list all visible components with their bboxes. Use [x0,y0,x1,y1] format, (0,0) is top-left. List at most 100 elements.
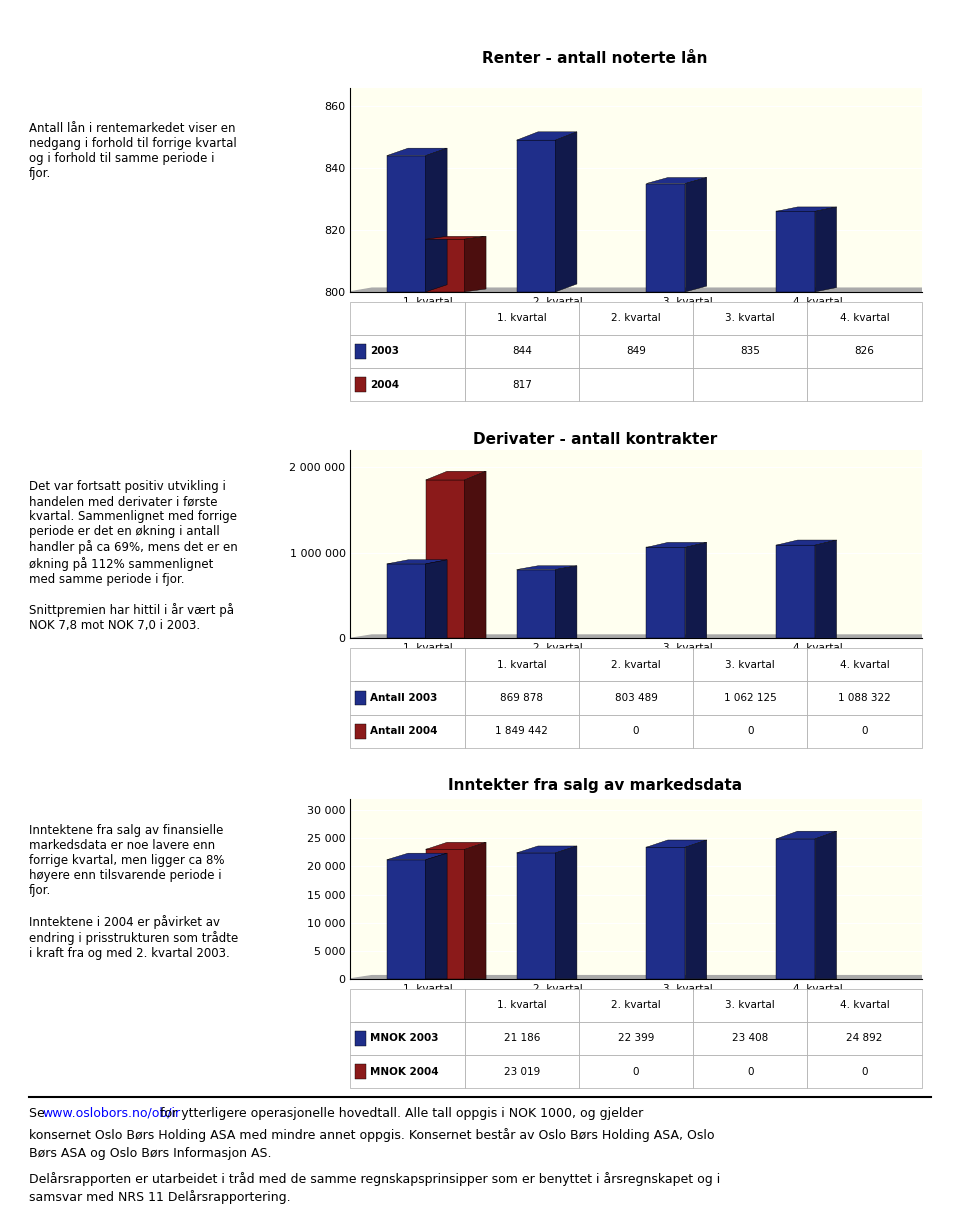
Polygon shape [425,854,447,979]
Text: Det var fortsatt positiv utvikling i
handelen med derivater i første
kvartal. Sa: Det var fortsatt positiv utvikling i han… [29,480,237,632]
Polygon shape [646,542,707,547]
Text: 1. kvartal: 1. kvartal [497,660,546,670]
Polygon shape [815,540,836,638]
Polygon shape [350,975,943,979]
Text: 2. kvartal: 2. kvartal [612,1001,660,1010]
Text: Inntektene fra salg av finansielle
markedsdata er noe lavere enn
forrige kvartal: Inntektene fra salg av finansielle marke… [29,824,238,959]
Bar [646,848,685,979]
Text: www.oslobors.no/ob/ir: www.oslobors.no/ob/ir [42,1107,180,1120]
Text: 1. kvartal: 1. kvartal [497,1001,546,1010]
Polygon shape [556,131,577,292]
Text: 849: 849 [626,347,646,356]
Polygon shape [387,559,447,564]
Polygon shape [516,846,577,852]
Text: 1 088 322: 1 088 322 [838,693,891,703]
Polygon shape [777,540,836,545]
Text: 3. kvartal: 3. kvartal [726,1001,775,1010]
Bar [387,860,425,979]
Text: 1 062 125: 1 062 125 [724,693,777,703]
Polygon shape [387,148,447,156]
Text: 2003: 2003 [370,347,398,356]
Polygon shape [425,472,486,480]
Bar [646,184,685,292]
Text: 835: 835 [740,347,760,356]
Text: 3. kvartal: 3. kvartal [726,314,775,323]
Bar [777,839,815,979]
Polygon shape [465,236,486,292]
Text: 0: 0 [861,1066,868,1076]
Text: 1 849 442: 1 849 442 [495,726,548,736]
Text: 1. kvartal: 1. kvartal [497,314,546,323]
Text: 22 399: 22 399 [618,1034,654,1043]
Polygon shape [425,148,447,292]
Bar [516,569,556,638]
Polygon shape [425,559,447,638]
Text: Se: Se [29,1107,49,1120]
Text: 0: 0 [861,726,868,736]
Bar [516,852,556,979]
Bar [425,480,465,638]
Polygon shape [777,832,836,839]
Polygon shape [556,565,577,638]
Bar [516,140,556,292]
Text: Antall 2004: Antall 2004 [370,726,438,736]
Text: Børs ASA og Oslo Børs Informasjon AS.: Børs ASA og Oslo Børs Informasjon AS. [29,1147,272,1160]
Text: 803 489: 803 489 [614,693,658,703]
Polygon shape [516,565,577,569]
Text: 869 878: 869 878 [500,693,543,703]
Text: Renter - antall noterte lån: Renter - antall noterte lån [483,51,708,66]
Text: 24 892: 24 892 [847,1034,882,1043]
Polygon shape [465,472,486,638]
Text: 3. kvartal: 3. kvartal [726,660,775,670]
Text: 4. kvartal: 4. kvartal [840,1001,889,1010]
Text: 21 186: 21 186 [504,1034,540,1043]
Polygon shape [425,843,486,850]
Text: konsernet Oslo Børs Holding ASA med mindre annet oppgis. Konsernet består av Osl: konsernet Oslo Børs Holding ASA med mind… [29,1128,714,1142]
Bar [425,850,465,979]
Text: MNOK 2004: MNOK 2004 [370,1066,439,1076]
Text: 826: 826 [854,347,875,356]
Polygon shape [425,236,486,240]
Polygon shape [815,207,836,292]
Bar [387,156,425,292]
Polygon shape [387,854,447,860]
Text: 23 408: 23 408 [732,1034,768,1043]
Text: 844: 844 [512,347,532,356]
Text: 4. kvartal: 4. kvartal [840,660,889,670]
Text: 0: 0 [633,1066,639,1076]
Polygon shape [685,178,707,292]
Polygon shape [646,178,707,184]
Text: Inntekter fra salg av markedsdata: Inntekter fra salg av markedsdata [448,778,742,793]
Polygon shape [777,207,836,212]
Text: 2004: 2004 [370,379,399,389]
Polygon shape [465,843,486,979]
Bar [387,564,425,638]
Polygon shape [350,635,943,638]
Text: samsvar med NRS 11 Delårsrapportering.: samsvar med NRS 11 Delårsrapportering. [29,1190,291,1204]
Text: Antall 2003: Antall 2003 [370,693,437,703]
Polygon shape [556,846,577,979]
Text: 2. kvartal: 2. kvartal [612,314,660,323]
Text: 2. kvartal: 2. kvartal [612,660,660,670]
Bar [777,212,815,292]
Text: Antall lån i rentemarkedet viser en
nedgang i forhold til forrige kvartal
og i f: Antall lån i rentemarkedet viser en nedg… [29,122,236,180]
Polygon shape [646,840,707,848]
Text: 0: 0 [633,726,639,736]
Text: Derivater - antall kontrakter: Derivater - antall kontrakter [473,432,717,446]
Bar [646,547,685,638]
Bar [777,545,815,638]
Polygon shape [516,131,577,140]
Polygon shape [685,840,707,979]
Text: 0: 0 [747,726,754,736]
Bar [425,240,465,292]
Text: 4. kvartal: 4. kvartal [840,314,889,323]
Text: 817: 817 [512,379,532,389]
Text: 0: 0 [747,1066,754,1076]
Polygon shape [685,542,707,638]
Text: for ytterligere operasjonelle hovedtall. Alle tall oppgis i NOK 1000, og gjelder: for ytterligere operasjonelle hovedtall.… [156,1107,644,1120]
Text: 23 019: 23 019 [504,1066,540,1076]
Text: Delårsrapporten er utarbeidet i tråd med de samme regnskapsprinsipper som er ben: Delårsrapporten er utarbeidet i tråd med… [29,1172,720,1186]
Polygon shape [815,832,836,979]
Text: MNOK 2003: MNOK 2003 [370,1034,439,1043]
Polygon shape [350,288,943,292]
